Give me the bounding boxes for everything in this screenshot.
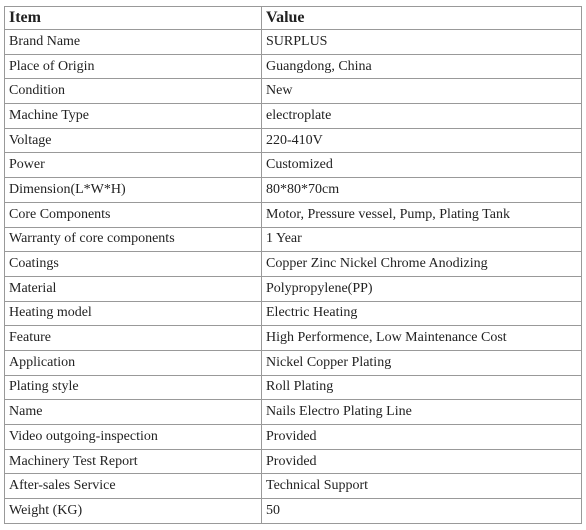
value-cell: High Performence, Low Maintenance Cost [261, 325, 582, 351]
item-cell: Feature [4, 325, 262, 351]
row: Voltage 220-410V [4, 127, 582, 154]
item-cell: Place of Origin [4, 53, 262, 80]
row: Dimension(L*W*H) 80*80*70cm [4, 177, 582, 203]
spec-table: Item Value Brand Name SURPLUS Place of Ori… [4, 6, 582, 524]
item-cell: Machine Type [4, 103, 262, 129]
value-cell: Polypropylene(PP) [261, 275, 582, 302]
item-cell: Plating style [4, 374, 262, 401]
row: Material Polypropylene(PP) [4, 275, 582, 302]
item-cell: Video outgoing-inspection [4, 424, 262, 450]
value-cell: Roll Plating [261, 374, 582, 401]
value-cell: 80*80*70cm [261, 177, 582, 203]
value-cell: electroplate [261, 103, 582, 129]
row: Video outgoing-inspection Provided [4, 424, 582, 450]
item-cell: Power [4, 152, 262, 179]
value-cell: Provided [261, 448, 582, 475]
value-cell: New [261, 78, 582, 105]
row: Power Customized [4, 152, 582, 179]
header-cell: Item [4, 6, 262, 30]
value-cell: SURPLUS [261, 29, 582, 55]
row: Plating style Roll Plating [4, 374, 582, 401]
row: Coatings Copper Zinc Nickel Chrome Anodiz… [4, 251, 582, 277]
item-cell: Brand Name [4, 29, 262, 55]
value-cell: Copper Zinc Nickel Chrome Anodizing [261, 251, 582, 277]
header-row: Item Value [4, 6, 582, 30]
header-cell: Value [261, 6, 582, 30]
item-cell: Coatings [4, 251, 262, 277]
item-cell: Machinery Test Report [4, 448, 262, 475]
value-cell: 50 [261, 498, 582, 524]
item-cell: After-sales Service [4, 473, 262, 500]
value-cell: Provided [261, 424, 582, 450]
row: Core Components Motor, Pressure vessel, P… [4, 201, 582, 228]
row: Name Nails Electro Plating Line [4, 399, 582, 425]
value-cell: Motor, Pressure vessel, Pump, Plating Ta… [261, 201, 582, 228]
item-cell: Weight (KG) [4, 498, 262, 524]
row: Application Nickel Copper Plating [4, 349, 582, 376]
value-cell: 220-410V [261, 127, 582, 154]
row: Condition New [4, 78, 582, 105]
item-cell: Material [4, 275, 262, 302]
row: Machine Type electroplate [4, 103, 582, 129]
row: Brand Name SURPLUS [4, 29, 582, 55]
value-cell: Technical Support [261, 473, 582, 500]
value-cell: Electric Heating [261, 300, 582, 327]
item-cell: Core Components [4, 201, 262, 228]
item-cell: Condition [4, 78, 262, 105]
item-cell: Dimension(L*W*H) [4, 177, 262, 203]
row: Weight (KG) 50 [4, 498, 582, 524]
value-cell: Customized [261, 152, 582, 179]
row: Feature High Performence, Low Maintenance… [4, 325, 582, 351]
row: Machinery Test Report Provided [4, 448, 582, 475]
row: Warranty of core components 1 Year [4, 226, 582, 253]
item-cell: Warranty of core components [4, 226, 262, 253]
item-cell: Voltage [4, 127, 262, 154]
value-cell: Nickel Copper Plating [261, 349, 582, 376]
value-cell: Nails Electro Plating Line [261, 399, 582, 425]
row: After-sales Service Technical Support [4, 473, 582, 500]
value-cell: Guangdong, China [261, 53, 582, 80]
row: Heating model Electric Heating [4, 300, 582, 327]
value-cell: 1 Year [261, 226, 582, 253]
item-cell: Name [4, 399, 262, 425]
item-cell: Heating model [4, 300, 262, 327]
item-cell: Application [4, 349, 262, 376]
row: Place of Origin Guangdong, China [4, 53, 582, 80]
